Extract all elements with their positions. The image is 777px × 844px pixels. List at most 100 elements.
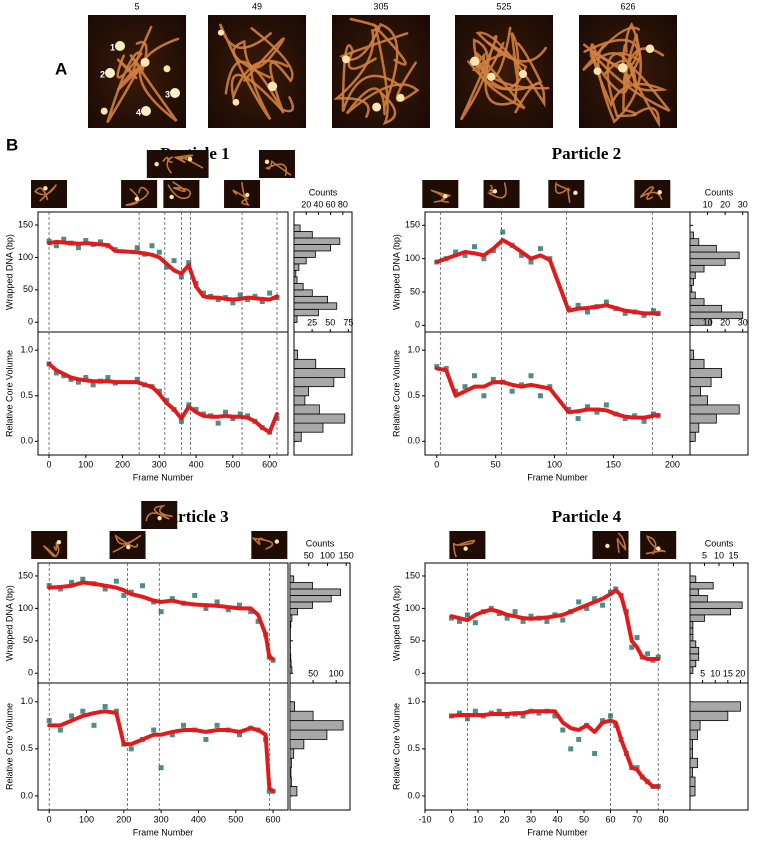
hist-bar bbox=[689, 659, 697, 668]
afm-thumbnail bbox=[634, 180, 671, 208]
nucleosome bbox=[141, 106, 151, 116]
hist-bar bbox=[689, 278, 694, 286]
hist-bar bbox=[293, 302, 338, 310]
thumbnail-background bbox=[172, 150, 209, 178]
x-tick-label: 200 bbox=[115, 459, 130, 469]
smoothed-line bbox=[449, 588, 661, 661]
hist-bar bbox=[689, 748, 693, 759]
y-axis-label: Wrapped DNA (bp) bbox=[4, 585, 14, 661]
nucleosome bbox=[372, 102, 382, 112]
hist-bar bbox=[689, 264, 705, 273]
plot-frame bbox=[37, 562, 289, 684]
frame-label: 49 bbox=[252, 1, 262, 11]
hist-bar bbox=[289, 748, 295, 759]
x-tick-label: 600 bbox=[266, 814, 281, 824]
data-point bbox=[560, 727, 566, 733]
particle-label: 3 bbox=[165, 89, 170, 99]
data-point bbox=[472, 708, 478, 714]
x-axis-label: Frame Number bbox=[133, 472, 194, 482]
afm-thumbnail bbox=[172, 150, 209, 178]
count-tick-label: 15 bbox=[728, 550, 738, 560]
data-point bbox=[248, 609, 254, 615]
data-point bbox=[634, 635, 640, 641]
afm-thumbnail bbox=[251, 531, 288, 559]
data-point bbox=[481, 393, 487, 399]
hist-bar bbox=[689, 271, 696, 280]
thumbnail-background bbox=[31, 180, 68, 208]
x-tick-label: 100 bbox=[547, 459, 562, 469]
particle-label: 4 bbox=[136, 107, 141, 117]
data-point bbox=[544, 618, 550, 624]
afm-thumbnail bbox=[163, 180, 200, 208]
frame-label: 525 bbox=[496, 1, 511, 11]
count-tick-label: 30 bbox=[738, 199, 748, 209]
count-tick-label: 100 bbox=[329, 668, 344, 678]
count-tick-label: 10 bbox=[714, 550, 724, 560]
x-tick-label: 200 bbox=[665, 459, 680, 469]
data-point bbox=[471, 244, 477, 250]
hist-bar bbox=[689, 776, 696, 787]
plot-frame bbox=[424, 682, 691, 811]
smoothed-line bbox=[47, 580, 276, 661]
plot-frame bbox=[37, 331, 289, 456]
hist-bar bbox=[689, 646, 700, 655]
nucleosome bbox=[154, 162, 159, 167]
hist-bar bbox=[689, 653, 700, 661]
nucleosome bbox=[396, 93, 405, 102]
data-point bbox=[75, 379, 81, 385]
thumbnail-background bbox=[251, 531, 288, 559]
thumbnail-background bbox=[163, 180, 200, 208]
data-point bbox=[519, 252, 525, 258]
hist-bar bbox=[293, 413, 346, 424]
data-point bbox=[98, 239, 103, 245]
y-tick-label: 0.5 bbox=[407, 390, 420, 400]
data-point bbox=[214, 722, 220, 728]
dna-strand bbox=[639, 186, 663, 200]
dna-strand bbox=[373, 22, 407, 126]
plot-frame bbox=[37, 682, 289, 811]
dna-strand bbox=[230, 59, 295, 113]
nucleosome bbox=[443, 194, 448, 199]
hist-bar bbox=[293, 295, 328, 304]
x-axis-label: Frame Number bbox=[527, 472, 588, 482]
count-tick-label: 50 bbox=[308, 668, 318, 678]
dna-strand bbox=[172, 154, 204, 169]
hist-frame bbox=[289, 562, 351, 684]
hist-bar bbox=[289, 659, 292, 668]
data-point bbox=[552, 713, 558, 719]
thumbnail-background bbox=[141, 501, 178, 529]
smoothed-line bbox=[434, 366, 661, 420]
hist-bar bbox=[289, 739, 305, 750]
hist-bar bbox=[689, 701, 741, 712]
hist-bar bbox=[689, 422, 700, 433]
afm-thumbnail bbox=[449, 531, 486, 559]
nucleosome bbox=[56, 539, 62, 545]
hist-bar bbox=[289, 710, 314, 722]
data-point bbox=[528, 259, 534, 265]
nucleosome bbox=[274, 539, 280, 544]
count-tick-label: 20 bbox=[720, 317, 730, 327]
count-tick-label: 10 bbox=[703, 317, 713, 327]
data-point bbox=[585, 309, 591, 315]
data-point bbox=[575, 302, 581, 308]
hist-bar bbox=[289, 653, 292, 661]
data-point bbox=[139, 583, 145, 589]
hist-bar bbox=[293, 349, 299, 360]
count-tick-label: 50 bbox=[325, 317, 335, 327]
thumbnail-background bbox=[640, 531, 677, 559]
data-point bbox=[164, 264, 170, 270]
panel-label: B bbox=[6, 135, 18, 154]
hist-bar bbox=[689, 633, 694, 642]
afm-thumbnail bbox=[224, 180, 261, 208]
y-axis-label: Relative Core Volume bbox=[391, 350, 401, 437]
count-tick-label: 80 bbox=[338, 199, 348, 209]
nucleosome bbox=[605, 543, 610, 549]
afm-thumbnail bbox=[141, 501, 178, 529]
hist-bar bbox=[293, 289, 313, 297]
data-point bbox=[462, 384, 468, 390]
data-point bbox=[225, 607, 231, 613]
data-point bbox=[193, 406, 199, 412]
afm-thumbnail bbox=[31, 531, 68, 559]
data-point bbox=[192, 592, 198, 598]
afm-thumbnail bbox=[548, 180, 585, 208]
